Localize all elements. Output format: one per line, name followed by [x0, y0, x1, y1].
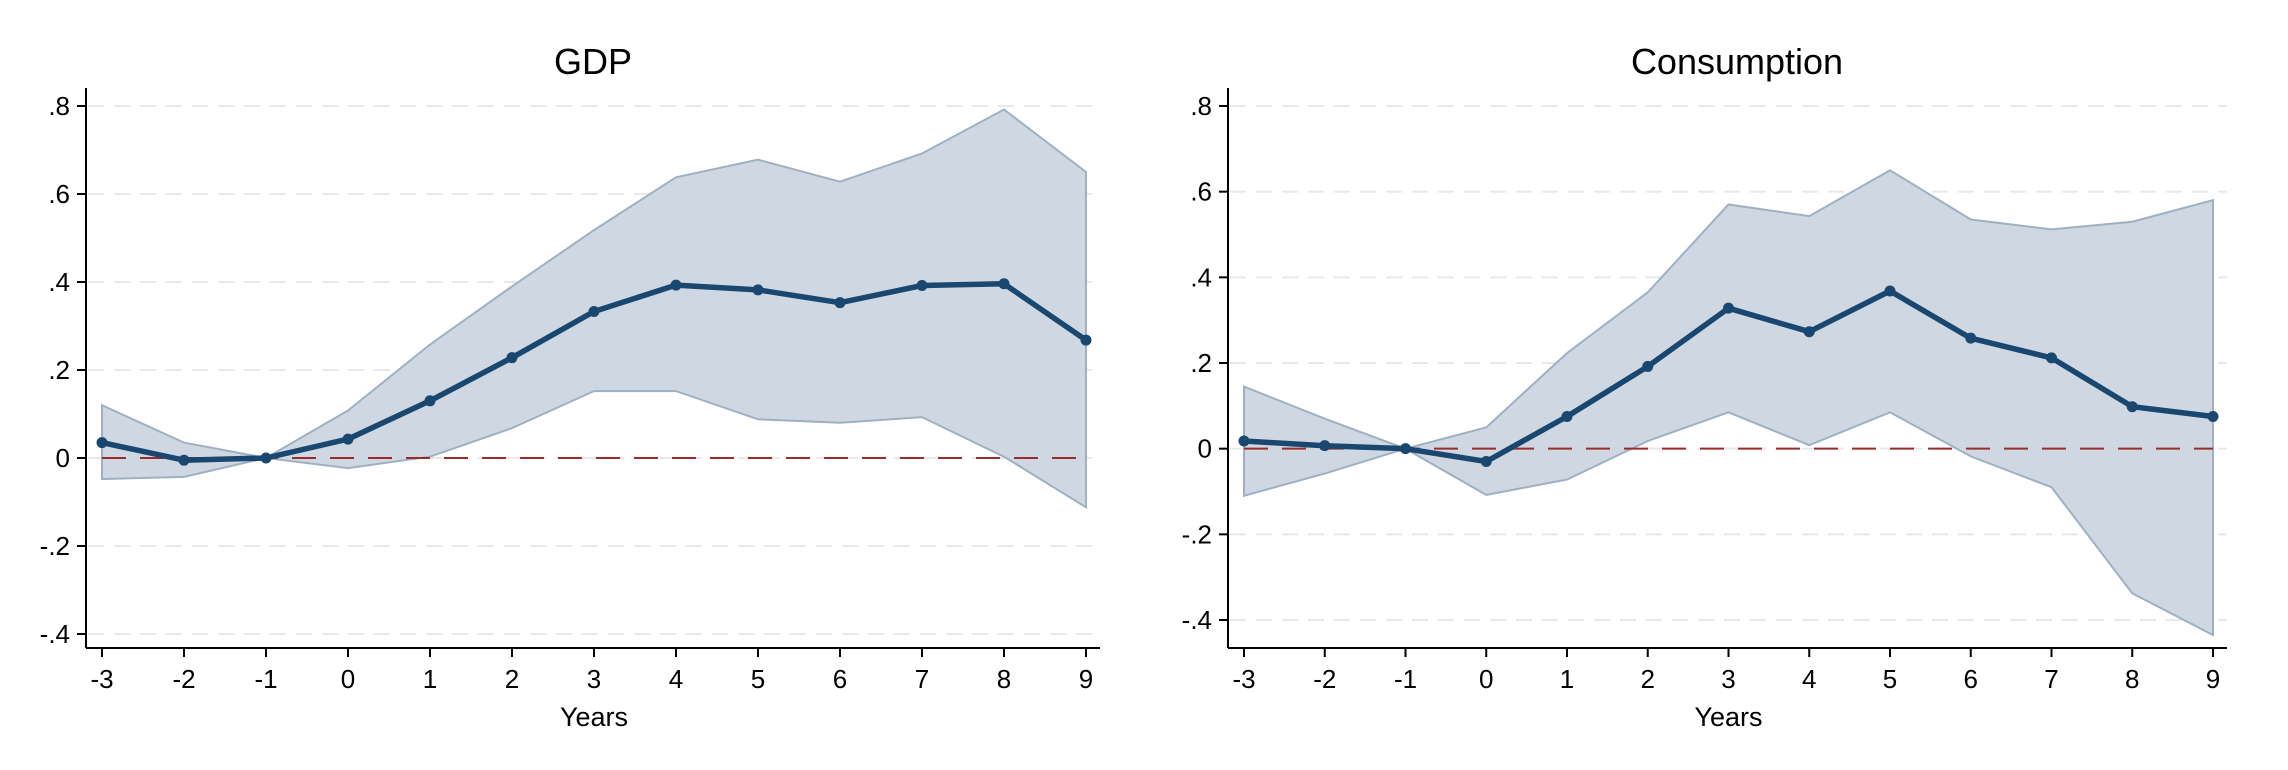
data-point — [998, 278, 1010, 290]
y-tick-label: -.4 — [1182, 605, 1212, 635]
x-tick-label: 3 — [587, 664, 601, 694]
data-point — [178, 454, 190, 466]
confidence-band — [1243, 169, 2214, 637]
x-tick-label: 5 — [1883, 664, 1897, 694]
data-point — [1400, 443, 1411, 455]
data-point — [1238, 435, 1250, 447]
x-tick-label: 7 — [2044, 664, 2058, 694]
data-point — [424, 395, 436, 407]
data-point — [2046, 352, 2057, 364]
data-point — [506, 352, 518, 364]
data-point — [1080, 334, 1092, 346]
data-point — [1561, 411, 1573, 423]
data-point — [916, 280, 928, 292]
data-point — [752, 284, 764, 296]
x-tick-label: 2 — [1641, 664, 1655, 694]
x-axis-title: Years — [1694, 702, 1762, 732]
data-point — [260, 452, 272, 464]
data-point — [1319, 440, 1331, 452]
consumption-panel: Consumption -.4 -.2 0 .2 .4 .6 .8 -3 -2 -1 0 1 2 3 4 5 6 7… — [1144, 0, 2288, 770]
y-tick-label: 0 — [56, 443, 70, 473]
x-tick-label: -2 — [172, 664, 195, 694]
data-point — [1723, 302, 1734, 314]
chart-title: GDP — [554, 41, 632, 82]
x-tick-label: 2 — [505, 664, 519, 694]
x-axis-title: Years — [560, 702, 628, 732]
x-tick-label: -1 — [1394, 664, 1417, 694]
data-point — [2126, 401, 2138, 413]
x-tick-label: 8 — [997, 664, 1011, 694]
y-tick-label: -.2 — [40, 531, 70, 561]
x-tick-label: 4 — [669, 664, 683, 694]
x-tick-label: 1 — [423, 664, 437, 694]
x-tick-label: 8 — [2125, 664, 2139, 694]
y-tick-label: .4 — [1190, 262, 1212, 292]
x-tick-label: 6 — [833, 664, 847, 694]
data-point — [1884, 285, 1896, 297]
gdp-chart: GDP -.4 -.2 0 .2 .4 .6 .8 -3 -2 -1 0 1 2 3 4 5 6 7 8 9 Years — [40, 41, 1100, 732]
data-point — [588, 305, 600, 317]
x-tick-label: 5 — [751, 664, 765, 694]
x-tick-label: 6 — [1964, 664, 1978, 694]
data-point — [1642, 360, 1654, 372]
x-tick-label: 0 — [1479, 664, 1493, 694]
data-point — [2207, 411, 2219, 423]
x-tick-label: 3 — [1721, 664, 1735, 694]
data-point — [834, 297, 846, 309]
x-tick-label: 4 — [1802, 664, 1816, 694]
x-tick-label: 7 — [915, 664, 929, 694]
data-point — [96, 437, 108, 449]
y-tick-label: .8 — [1190, 91, 1212, 121]
consumption-chart: Consumption -.4 -.2 0 .2 .4 .6 .8 -3 -2 -1 0 1 2 3 4 5 6 7… — [1182, 41, 2227, 732]
x-tick-label: 9 — [1079, 664, 1093, 694]
data-point — [1480, 456, 1492, 468]
x-tick-label: -1 — [254, 664, 277, 694]
x-tick-label: -3 — [90, 664, 113, 694]
y-tick-label: .6 — [48, 179, 70, 209]
y-tick-label: .4 — [48, 267, 70, 297]
x-tick-label: 0 — [341, 664, 355, 694]
x-tick-label: 1 — [1560, 664, 1574, 694]
y-tick-label: .2 — [1190, 348, 1212, 378]
y-tick-label: .8 — [48, 91, 70, 121]
gdp-panel: GDP -.4 -.2 0 .2 .4 .6 .8 -3 -2 -1 0 1 2 3 4 5 6 7 8 9 Years — [40, 41, 1100, 732]
y-tick-label: -.2 — [1182, 519, 1212, 549]
y-tick-label: -.4 — [40, 619, 70, 649]
data-point — [1965, 332, 1977, 344]
x-tick-label: 9 — [2206, 664, 2220, 694]
x-tick-label: -3 — [1232, 664, 1255, 694]
y-tick-label: .6 — [1190, 177, 1212, 207]
y-tick-label: .2 — [48, 355, 70, 385]
chart-title: Consumption — [1631, 41, 1843, 82]
data-point — [670, 279, 682, 291]
data-point — [342, 433, 354, 445]
data-point — [1803, 326, 1815, 338]
x-tick-label: -2 — [1313, 664, 1336, 694]
y-tick-label: 0 — [1198, 434, 1212, 464]
